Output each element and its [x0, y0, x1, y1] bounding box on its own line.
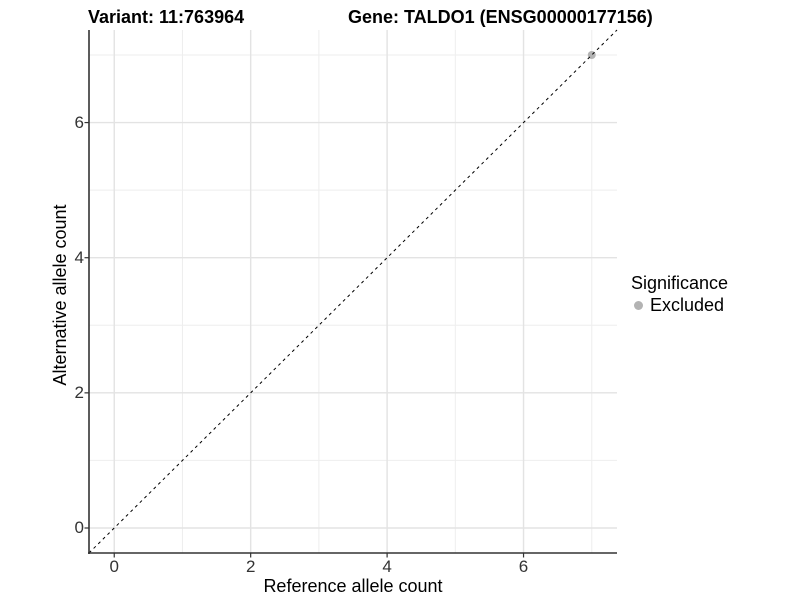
legend-entry-excluded: Excluded — [631, 295, 728, 315]
plot-title-variant: Variant: 11:763964 — [88, 7, 245, 27]
x-tick-label: 2 — [245, 557, 256, 576]
legend-entry-label: Excluded — [650, 295, 725, 315]
x-axis-title: Reference allele count — [263, 576, 443, 596]
legend-title: Significance — [631, 273, 729, 293]
y-tick-label: 0 — [74, 517, 84, 537]
legend: Significance Excluded — [631, 272, 728, 315]
x-tick-label: 0 — [109, 557, 119, 576]
y-tick-label: 4 — [74, 247, 84, 267]
y-tick-label: 2 — [74, 382, 84, 402]
x-tick-label: 6 — [518, 557, 529, 576]
identity-reference-line — [88, 29, 618, 554]
excluded-point-icon — [634, 300, 643, 310]
y-tick-label: 6 — [74, 112, 84, 132]
plot-title-gene: Gene: TALDO1 (ENSG00000177156) — [348, 7, 653, 27]
x-tick-label: 4 — [382, 557, 392, 576]
